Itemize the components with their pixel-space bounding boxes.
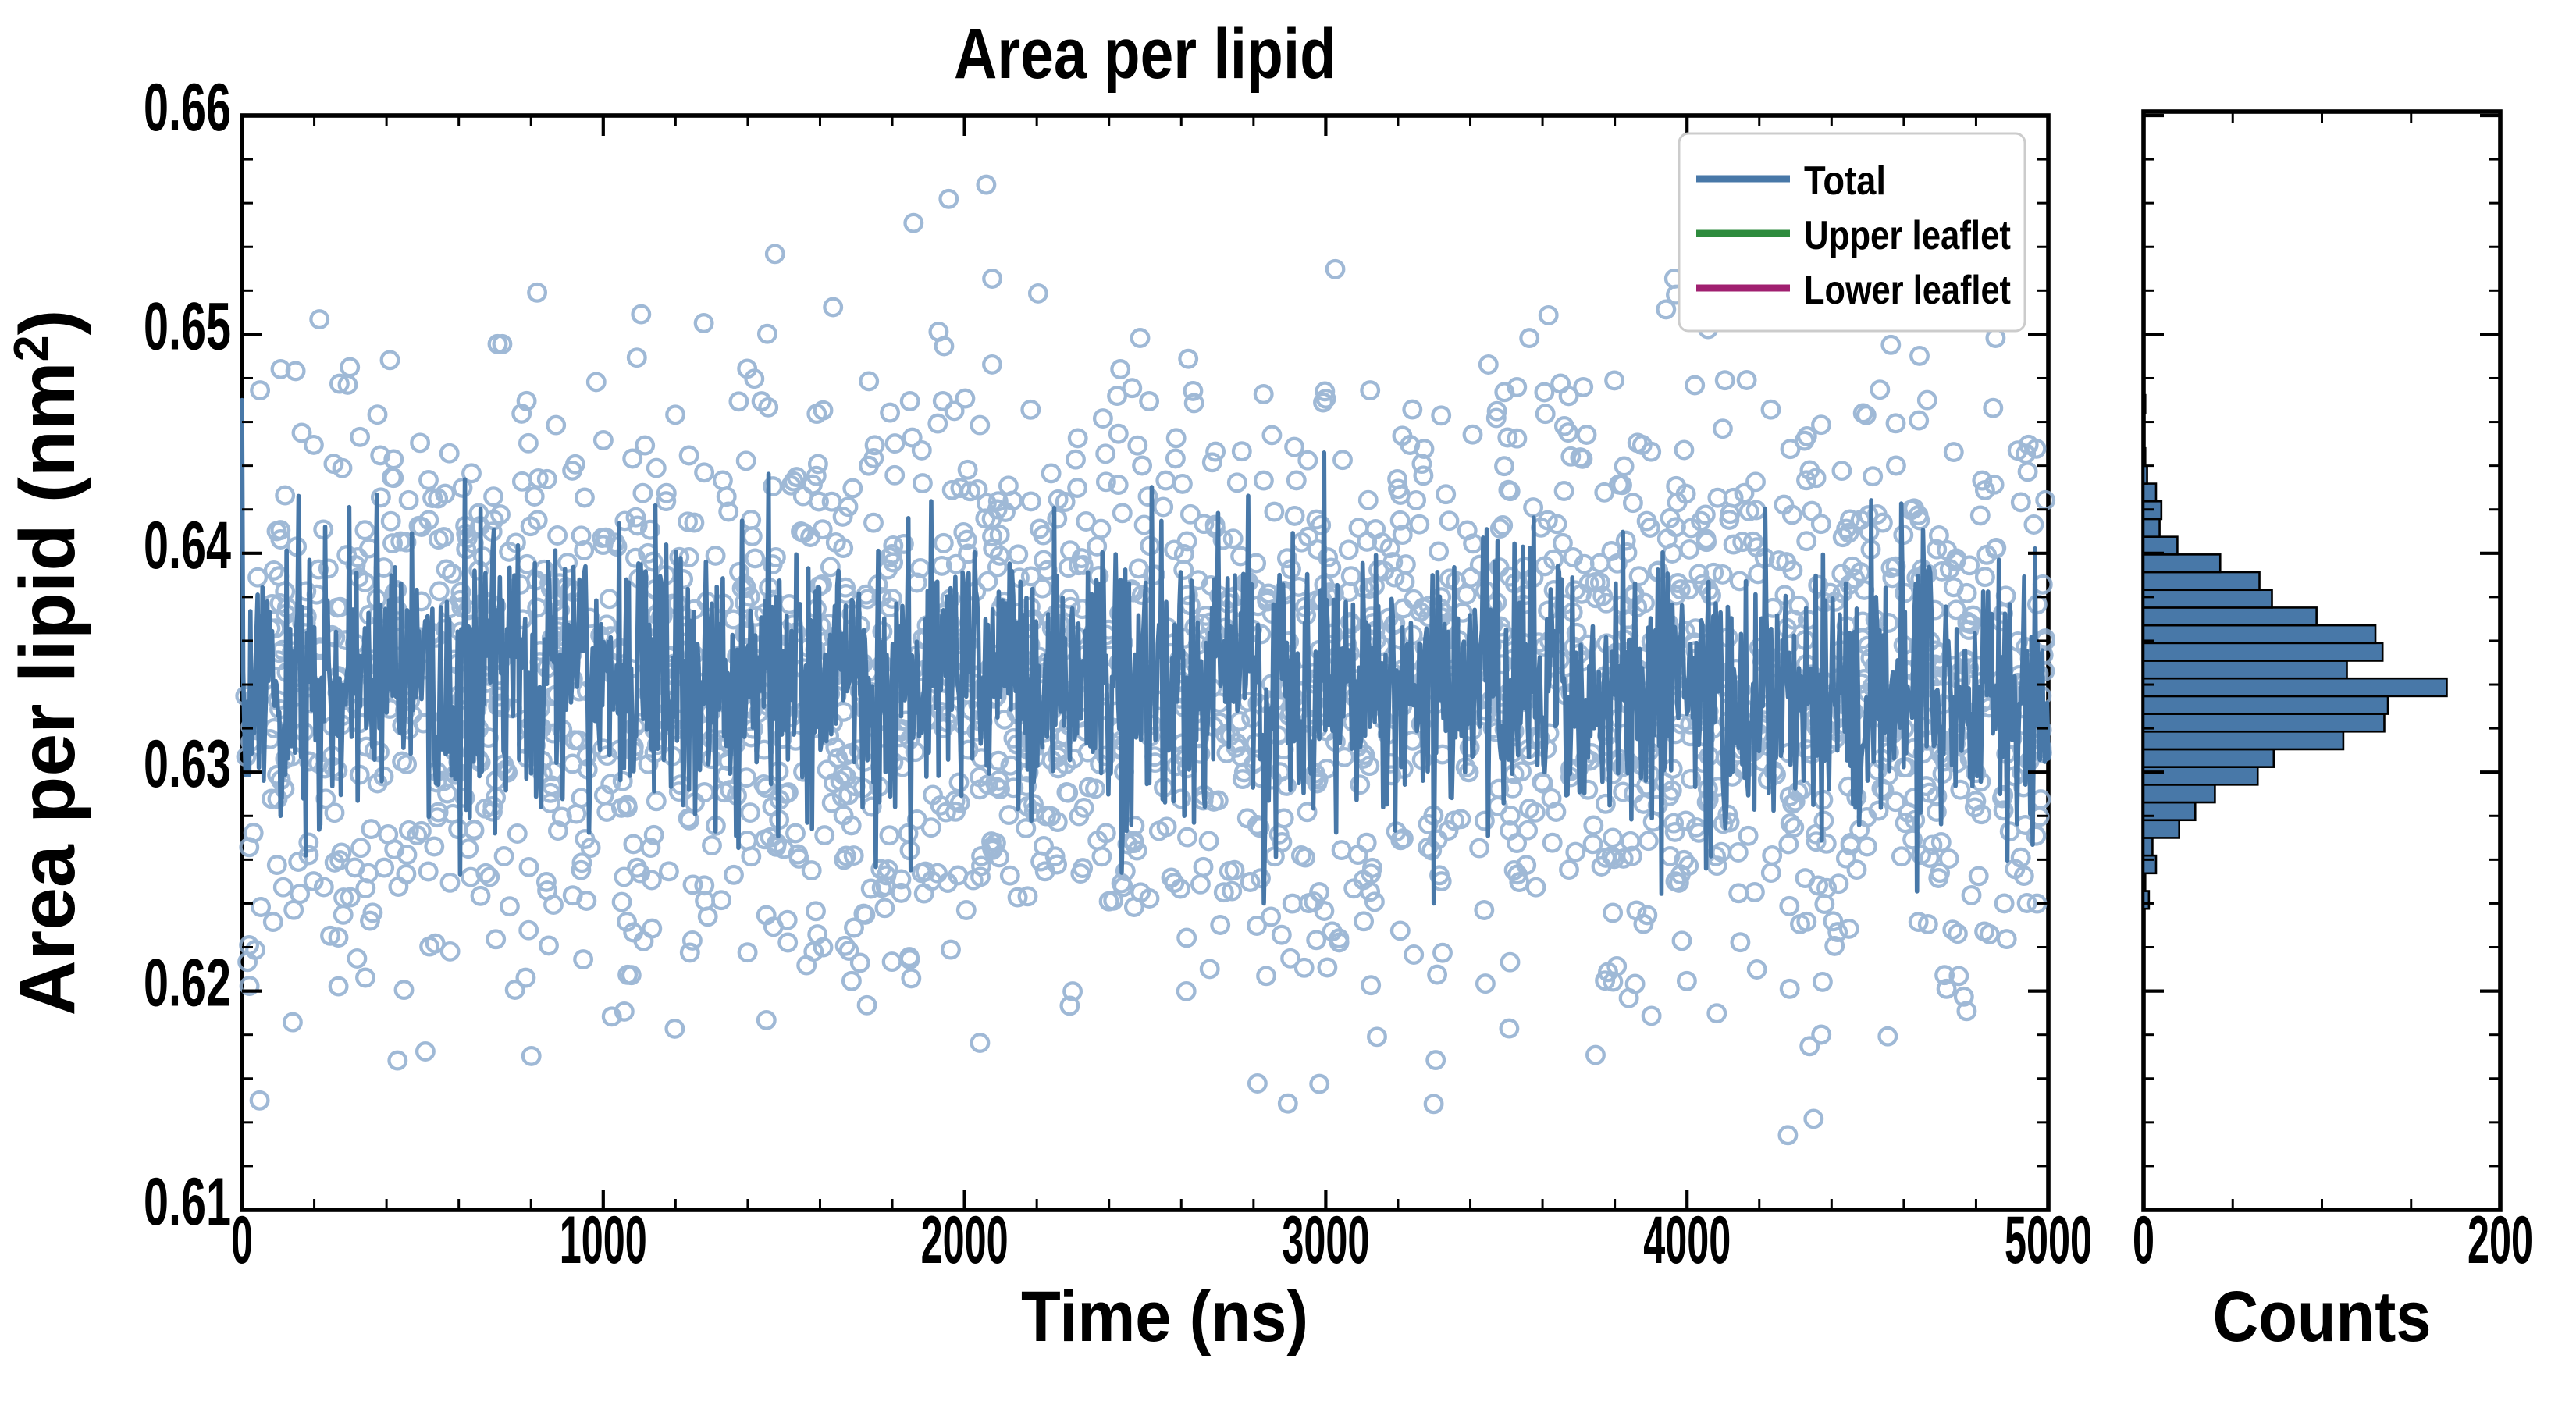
svg-text:Area per lipid (nm2): Area per lipid (nm2) — [4, 310, 91, 1016]
svg-text:Lower leaflet: Lower leaflet — [1804, 268, 2011, 313]
svg-text:4000: 4000 — [1643, 1203, 1731, 1278]
svg-text:0: 0 — [2133, 1203, 2154, 1278]
svg-text:0.64: 0.64 — [144, 508, 231, 583]
svg-text:5000: 5000 — [2005, 1203, 2092, 1278]
svg-text:0.62: 0.62 — [144, 946, 231, 1021]
svg-text:Time (ns): Time (ns) — [1021, 1277, 1308, 1357]
svg-text:200: 200 — [2467, 1203, 2533, 1278]
svg-text:0.63: 0.63 — [144, 727, 231, 802]
svg-text:Area per lipid: Area per lipid — [954, 14, 1336, 94]
svg-text:Total: Total — [1804, 158, 1886, 204]
svg-text:1000: 1000 — [560, 1203, 647, 1278]
svg-text:Counts: Counts — [2213, 1277, 2432, 1357]
svg-text:0.61: 0.61 — [144, 1165, 231, 1240]
svg-text:0.66: 0.66 — [144, 70, 231, 145]
svg-text:Upper leaflet: Upper leaflet — [1804, 213, 2011, 258]
svg-text:0.65: 0.65 — [144, 289, 231, 364]
svg-text:3000: 3000 — [1282, 1203, 1369, 1278]
svg-text:2000: 2000 — [921, 1203, 1009, 1278]
svg-text:0: 0 — [231, 1203, 253, 1278]
